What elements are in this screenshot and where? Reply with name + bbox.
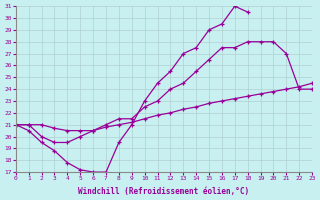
X-axis label: Windchill (Refroidissement éolien,°C): Windchill (Refroidissement éolien,°C)	[78, 187, 250, 196]
